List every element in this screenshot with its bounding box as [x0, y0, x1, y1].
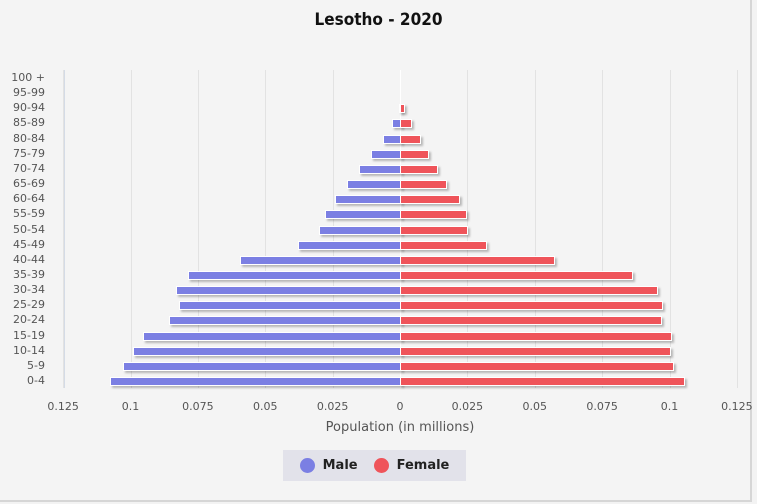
age-group-label: 5-9 [27, 358, 45, 372]
female-bar[interactable] [400, 119, 412, 129]
x-tick-label: 0.05 [522, 400, 548, 413]
male-bar[interactable] [133, 346, 402, 356]
legend-item-male[interactable]: Male [299, 458, 358, 473]
legend-female-label: Female [396, 458, 450, 473]
age-group-label: 10-14 [13, 343, 45, 357]
male-bar[interactable] [335, 195, 402, 205]
male-bar[interactable] [169, 316, 402, 326]
gridline [130, 70, 132, 388]
legend: Male Female [283, 450, 466, 481]
gridline [736, 70, 738, 388]
male-bar[interactable] [110, 377, 402, 386]
age-group-label: 30-34 [13, 283, 45, 297]
male-bar[interactable] [370, 149, 402, 159]
female-bar[interactable] [400, 270, 633, 280]
age-group-label: 40-44 [13, 252, 45, 266]
x-tick-label: 0.05 [253, 400, 278, 413]
female-bar[interactable] [400, 240, 487, 250]
male-bar[interactable] [187, 270, 402, 280]
gridline [669, 70, 671, 388]
male-bar[interactable] [176, 286, 402, 296]
x-tick-label: 0.025 [451, 400, 484, 413]
female-bar[interactable] [400, 331, 672, 341]
female-bar[interactable] [400, 301, 664, 311]
female-bar[interactable] [400, 286, 659, 296]
female-bar[interactable] [400, 134, 421, 144]
legend-male-label: Male [322, 458, 358, 473]
chart-title: Lesotho - 2020 [314, 10, 443, 30]
male-bar[interactable] [359, 164, 402, 174]
female-dot-icon [373, 458, 389, 473]
age-group-label: 50-54 [13, 222, 45, 236]
x-tick-label: 0.125 [47, 400, 79, 413]
female-bar[interactable] [400, 164, 439, 174]
x-tick-label: 0.1 [121, 400, 140, 413]
age-group-label: 90-94 [13, 101, 45, 115]
age-group-label: 95-99 [13, 86, 45, 100]
age-group-label: 45-49 [13, 237, 45, 251]
gridline [197, 70, 199, 388]
male-bar[interactable] [142, 331, 402, 341]
age-group-label: 35-39 [13, 267, 45, 281]
female-bar[interactable] [400, 210, 467, 220]
age-group-label: 60-64 [13, 192, 45, 206]
age-group-label: 55-59 [13, 207, 45, 221]
age-group-label: 100 + [11, 71, 45, 84]
male-dot-icon [299, 458, 315, 473]
gridline [265, 70, 267, 388]
male-bar[interactable] [179, 301, 402, 311]
age-group-label: 85-89 [13, 116, 45, 130]
x-tick-label: 0.125 [721, 400, 753, 413]
female-bar[interactable] [400, 316, 663, 326]
female-bar[interactable] [400, 149, 429, 159]
female-bar[interactable] [400, 361, 675, 371]
age-group-label: 75-79 [13, 146, 45, 160]
male-bar[interactable] [325, 210, 402, 220]
female-bar[interactable] [400, 180, 447, 190]
age-group-label: 25-29 [13, 298, 45, 312]
x-tick-label: 0.075 [586, 400, 618, 413]
male-bar[interactable] [319, 225, 402, 235]
female-bar[interactable] [400, 104, 405, 114]
x-axis-label: Population (in millions) [325, 420, 475, 435]
age-group-label: 80-84 [13, 131, 45, 145]
gridline [602, 70, 604, 388]
male-bar[interactable] [122, 361, 402, 371]
female-bar[interactable] [400, 195, 460, 205]
male-bar[interactable] [298, 240, 402, 250]
age-group-label: 20-24 [13, 313, 45, 327]
female-bar[interactable] [400, 225, 469, 235]
x-tick-label: 0 [396, 400, 404, 413]
age-group-label: 65-69 [13, 177, 45, 191]
female-bar[interactable] [400, 377, 685, 386]
age-group-label: 15-19 [13, 328, 45, 342]
x-tick-label: 0.1 [660, 400, 679, 413]
gridline [63, 70, 65, 388]
age-group-label: 70-74 [13, 161, 45, 175]
female-bar[interactable] [400, 255, 556, 265]
gridline [534, 70, 536, 388]
male-bar[interactable] [346, 180, 402, 190]
male-bar[interactable] [239, 255, 402, 265]
age-group-label: 0-4 [27, 374, 45, 387]
female-bar[interactable] [400, 346, 671, 356]
legend-item-female[interactable]: Female [373, 458, 450, 473]
x-tick-label: 0.025 [316, 400, 349, 413]
x-tick-label: 0.075 [182, 400, 214, 413]
